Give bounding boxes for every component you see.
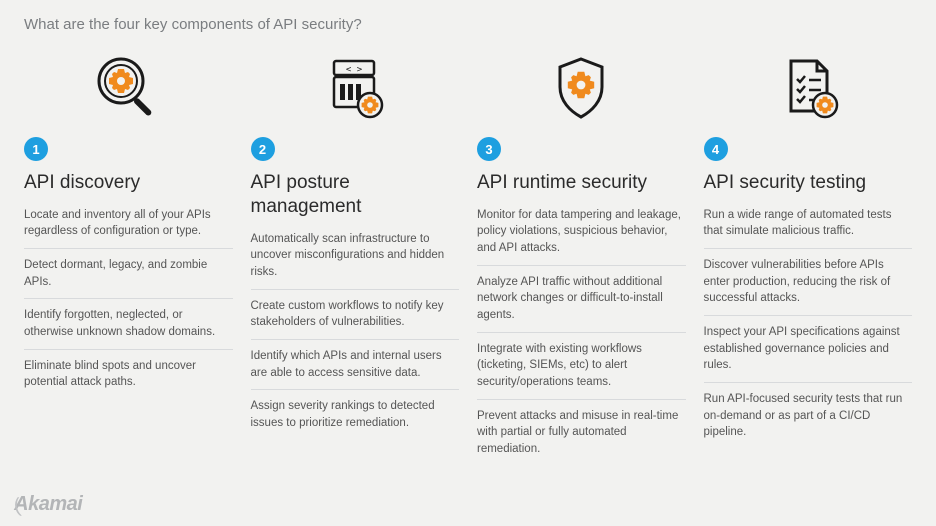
magnifier-gear-icon [24,49,233,131]
shield-gear-icon [477,49,686,131]
column-title-2: API posture management [251,171,460,219]
column-1: 1 API discovery Locate and inventory all… [24,49,233,466]
columns-container: 1 API discovery Locate and inventory all… [0,41,936,466]
column-4: 4 API security testing Run a wide range … [704,49,913,466]
bullet: Run a wide range of automated tests that… [704,207,913,248]
badge-4: 4 [704,137,728,161]
bullet: Eliminate blind spots and uncover potent… [24,349,233,399]
bullet: Integrate with existing workflows (ticke… [477,332,686,399]
svg-text:< >: < > [346,65,363,75]
bullets-4: Run a wide range of automated tests that… [704,207,913,449]
bullet: Analyze API traffic without additional n… [477,265,686,332]
column-title-3: API runtime security [477,171,686,195]
column-3: 3 API runtime security Monitor for data … [477,49,686,466]
brand-text: Akamai [14,493,82,515]
badge-2: 2 [251,137,275,161]
bullets-1: Locate and inventory all of your APIs re… [24,207,233,399]
brand-logo: (Akamai [14,493,82,516]
server-gear-icon: < > [251,49,460,131]
badge-1: 1 [24,137,48,161]
bullet: Discover vulnerabilities before APIs ent… [704,248,913,315]
bullet: Run API-focused security tests that run … [704,382,913,449]
bullet: Create custom workflows to notify key st… [251,289,460,339]
bullet: Identify forgotten, neglected, or otherw… [24,298,233,348]
bullets-3: Monitor for data tampering and leakage, … [477,207,686,466]
bullet: Locate and inventory all of your APIs re… [24,207,233,248]
page-title: What are the four key components of API … [0,0,936,41]
bullet: Monitor for data tampering and leakage, … [477,207,686,265]
bullets-2: Automatically scan infrastructure to unc… [251,231,460,440]
bullet: Identify which APIs and internal users a… [251,339,460,389]
bullet: Assign severity rankings to detected iss… [251,389,460,439]
bullet: Prevent attacks and misuse in real-time … [477,399,686,466]
column-title-1: API discovery [24,171,233,195]
bullet: Detect dormant, legacy, and zombie APIs. [24,248,233,298]
checklist-gear-icon [704,49,913,131]
bullet: Automatically scan infrastructure to unc… [251,231,460,289]
bullet: Inspect your API specifications against … [704,315,913,382]
badge-3: 3 [477,137,501,161]
column-2: < > 2 API posture management Automatical… [251,49,460,466]
column-title-4: API security testing [704,171,913,195]
